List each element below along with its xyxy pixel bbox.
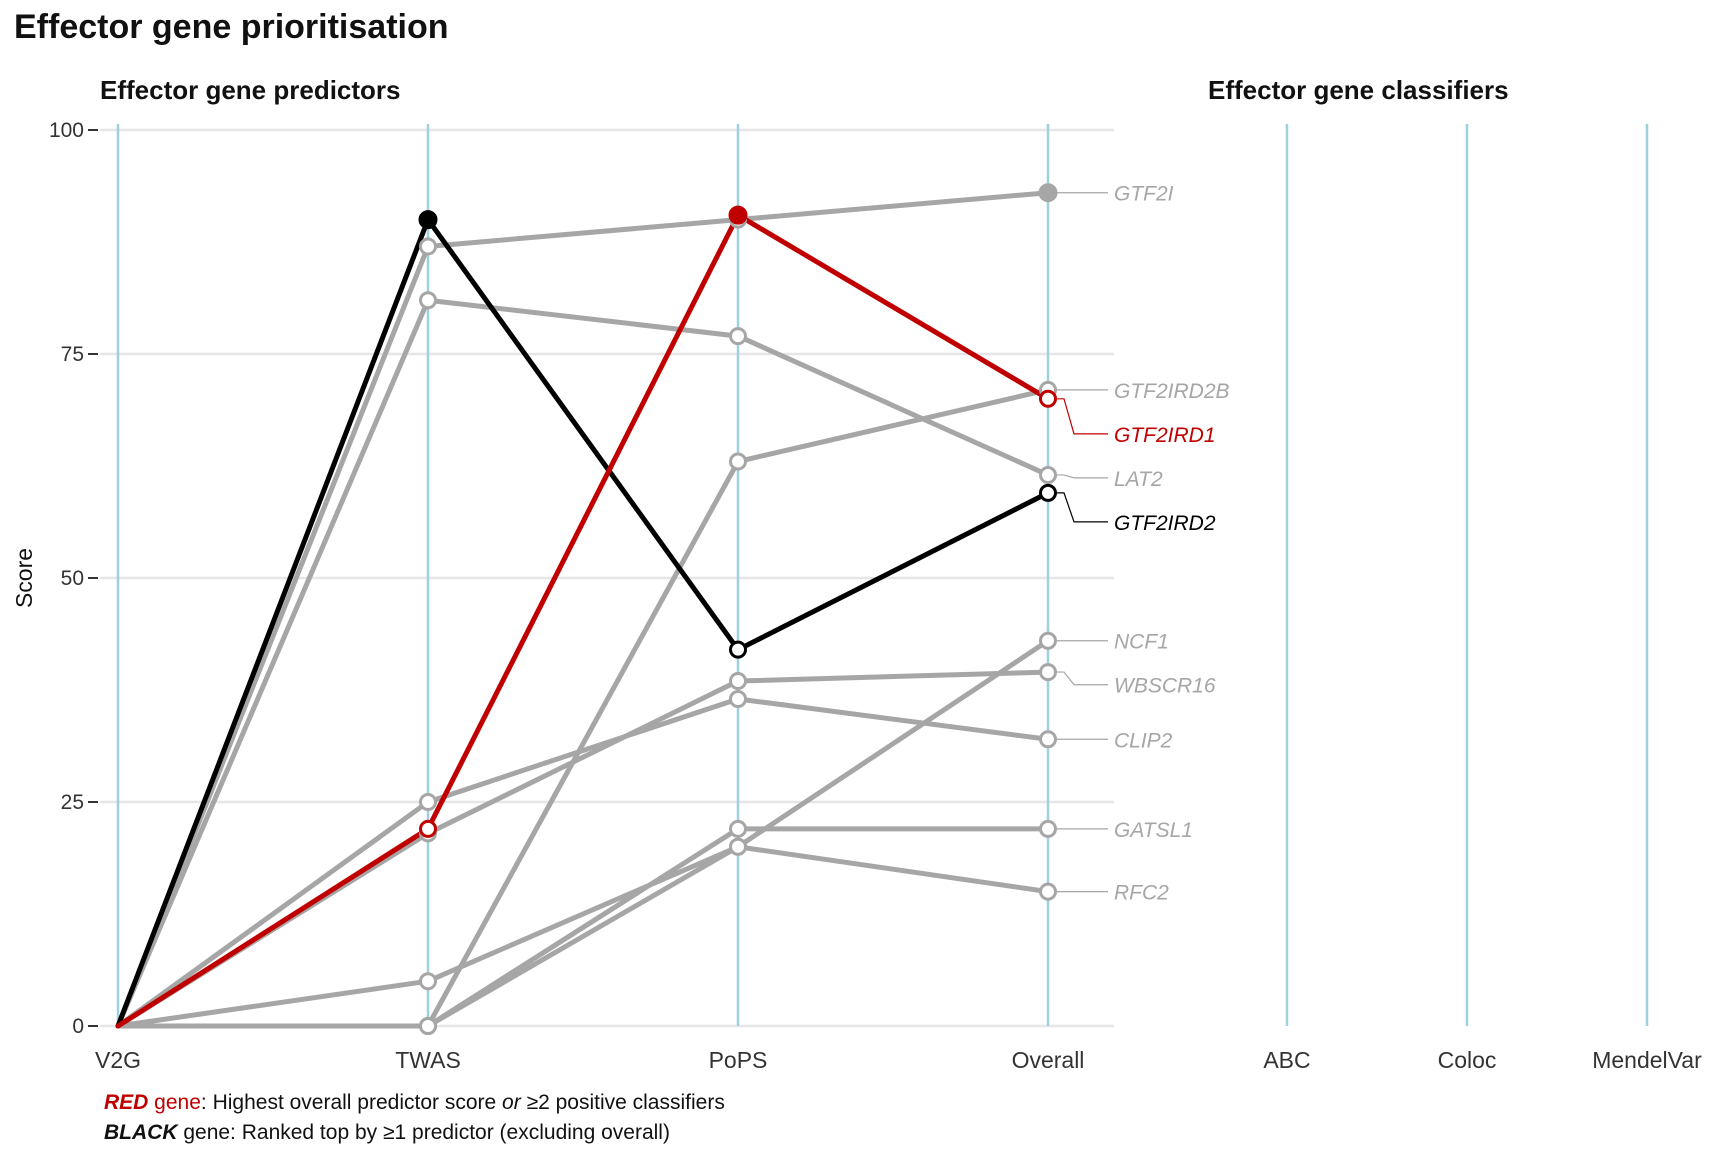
black-word: BLACK	[104, 1121, 178, 1144]
point-clip2-twas	[419, 793, 437, 811]
leader-line-gtf2ird1	[1056, 398, 1108, 435]
point-clip2-pops	[729, 689, 747, 708]
x-tick-label-overall: Overall	[1012, 1047, 1085, 1073]
black-gene-description: gene: Ranked top by ≥1 predictor (exclud…	[177, 1121, 670, 1144]
series-label-gtf2ird2: GTF2IRD2	[1114, 512, 1216, 535]
series-label-gtf2ird1: GTF2IRD1	[1114, 424, 1216, 447]
series-label-gtf2i: GTF2I	[1114, 183, 1174, 206]
figure-title: Effector gene prioritisation	[14, 8, 449, 46]
point-lat2-pops	[729, 327, 747, 346]
point-gatsl1-overall	[1039, 819, 1057, 838]
point-gtf2ird1-twas	[419, 819, 437, 838]
series-line-gtf2ird2	[115, 217, 1051, 1029]
point-gtf2i-overall	[1038, 183, 1058, 203]
series-line-wbscr16	[115, 669, 1051, 1029]
series-line-lat2	[115, 297, 1051, 1029]
red-word: RED	[104, 1091, 149, 1114]
series-line-rfc2	[115, 844, 1051, 1029]
series-line-gtf2i	[115, 190, 1051, 1029]
x-tick-label-mendelvar: MendelVar	[1592, 1047, 1702, 1073]
series-line-gtf2ird1	[115, 212, 1051, 1029]
series-label-gtf2ird2b: GTF2IRD2B	[1114, 380, 1230, 403]
y-tick-label-100: 100	[49, 119, 84, 142]
category-axis-lines	[116, 124, 1649, 1026]
leader-line-gtf2ird2	[1056, 492, 1108, 523]
point-gtf2ird2-twas	[418, 210, 438, 230]
series-line-clip2	[115, 696, 1051, 1029]
series-line-gatsl1	[115, 826, 1051, 1029]
red-gene-note: RED gene: Highest overall predictor scor…	[104, 1088, 725, 1118]
x-tick-label-twas: TWAS	[395, 1047, 461, 1073]
red-gene-rest: ≥2 positive classifiers	[520, 1091, 725, 1114]
point-clip2-overall	[1039, 730, 1057, 749]
point-wbscr16-pops	[729, 672, 747, 691]
grid-layer	[100, 128, 1114, 1028]
y-tick-label-0: 0	[72, 1015, 84, 1038]
point-gtf2ird2-pops	[729, 640, 747, 659]
series-lines	[115, 190, 1051, 1029]
y-tick-label-50: 50	[61, 567, 84, 590]
point-rfc2-overall	[1039, 882, 1057, 901]
y-axis-title: Score	[11, 548, 37, 608]
x-axis: V2G TWAS PoPS Overall ABC Coloc MendelVar	[95, 1047, 1702, 1073]
y-tick-label-25: 25	[61, 791, 84, 814]
y-tick-label-75: 75	[61, 343, 84, 366]
red-gene-word: gene	[148, 1091, 201, 1114]
legend-footer: RED gene: Highest overall predictor scor…	[104, 1088, 725, 1148]
leader-line-lat2	[1056, 474, 1108, 479]
series-label-lat2: LAT2	[1114, 468, 1163, 491]
series-label-ncf1: NCF1	[1114, 631, 1169, 654]
point-lat2-twas	[419, 291, 437, 310]
series-points	[418, 183, 1058, 1035]
y-axis: 0 25 50 75 100 Score	[11, 119, 98, 1038]
point-gtf2ird1-overall	[1039, 389, 1057, 408]
series-label-wbscr16: WBSCR16	[1114, 675, 1216, 698]
point-gatsl1-twas	[419, 1017, 437, 1035]
x-tick-label-coloc: Coloc	[1438, 1047, 1497, 1073]
red-gene-description: : Highest overall predictor score	[200, 1091, 503, 1114]
classifiers-panel-title: Effector gene classifiers	[1208, 75, 1509, 105]
point-wbscr16-overall	[1039, 663, 1057, 682]
x-tick-label-pops: PoPS	[709, 1047, 768, 1073]
series-label-gatsl1: GATSL1	[1114, 819, 1193, 842]
predictors-panel-title: Effector gene predictors	[100, 75, 401, 105]
leader-line-wbscr16	[1056, 671, 1108, 686]
point-gtf2ird1-pops	[728, 205, 748, 225]
x-tick-label-v2g: V2G	[95, 1047, 141, 1073]
point-gtf2ird2b-pops	[729, 452, 747, 471]
point-gtf2i-twas	[419, 237, 437, 256]
point-gtf2ird2-overall	[1039, 483, 1057, 502]
series-label-rfc2: RFC2	[1114, 882, 1169, 905]
point-gatsl1-pops	[729, 819, 747, 838]
red-or-word: or	[502, 1091, 521, 1114]
x-tick-label-abc: ABC	[1263, 1047, 1310, 1073]
point-ncf1-overall	[1039, 631, 1057, 650]
series-line-gtf2ird2b	[115, 387, 1051, 1029]
point-rfc2-pops	[729, 837, 747, 856]
series-labels: GTF2I GTF2IRD2B GTF2IRD1 LAT2 GTF2IRD2 NCF1 WB…	[1056, 183, 1230, 905]
series-label-clip2: CLIP2	[1114, 729, 1173, 752]
black-gene-note: BLACK gene: Ranked top by ≥1 predictor (…	[104, 1118, 725, 1148]
point-rfc2-twas	[419, 972, 437, 991]
point-lat2-overall	[1039, 465, 1057, 484]
